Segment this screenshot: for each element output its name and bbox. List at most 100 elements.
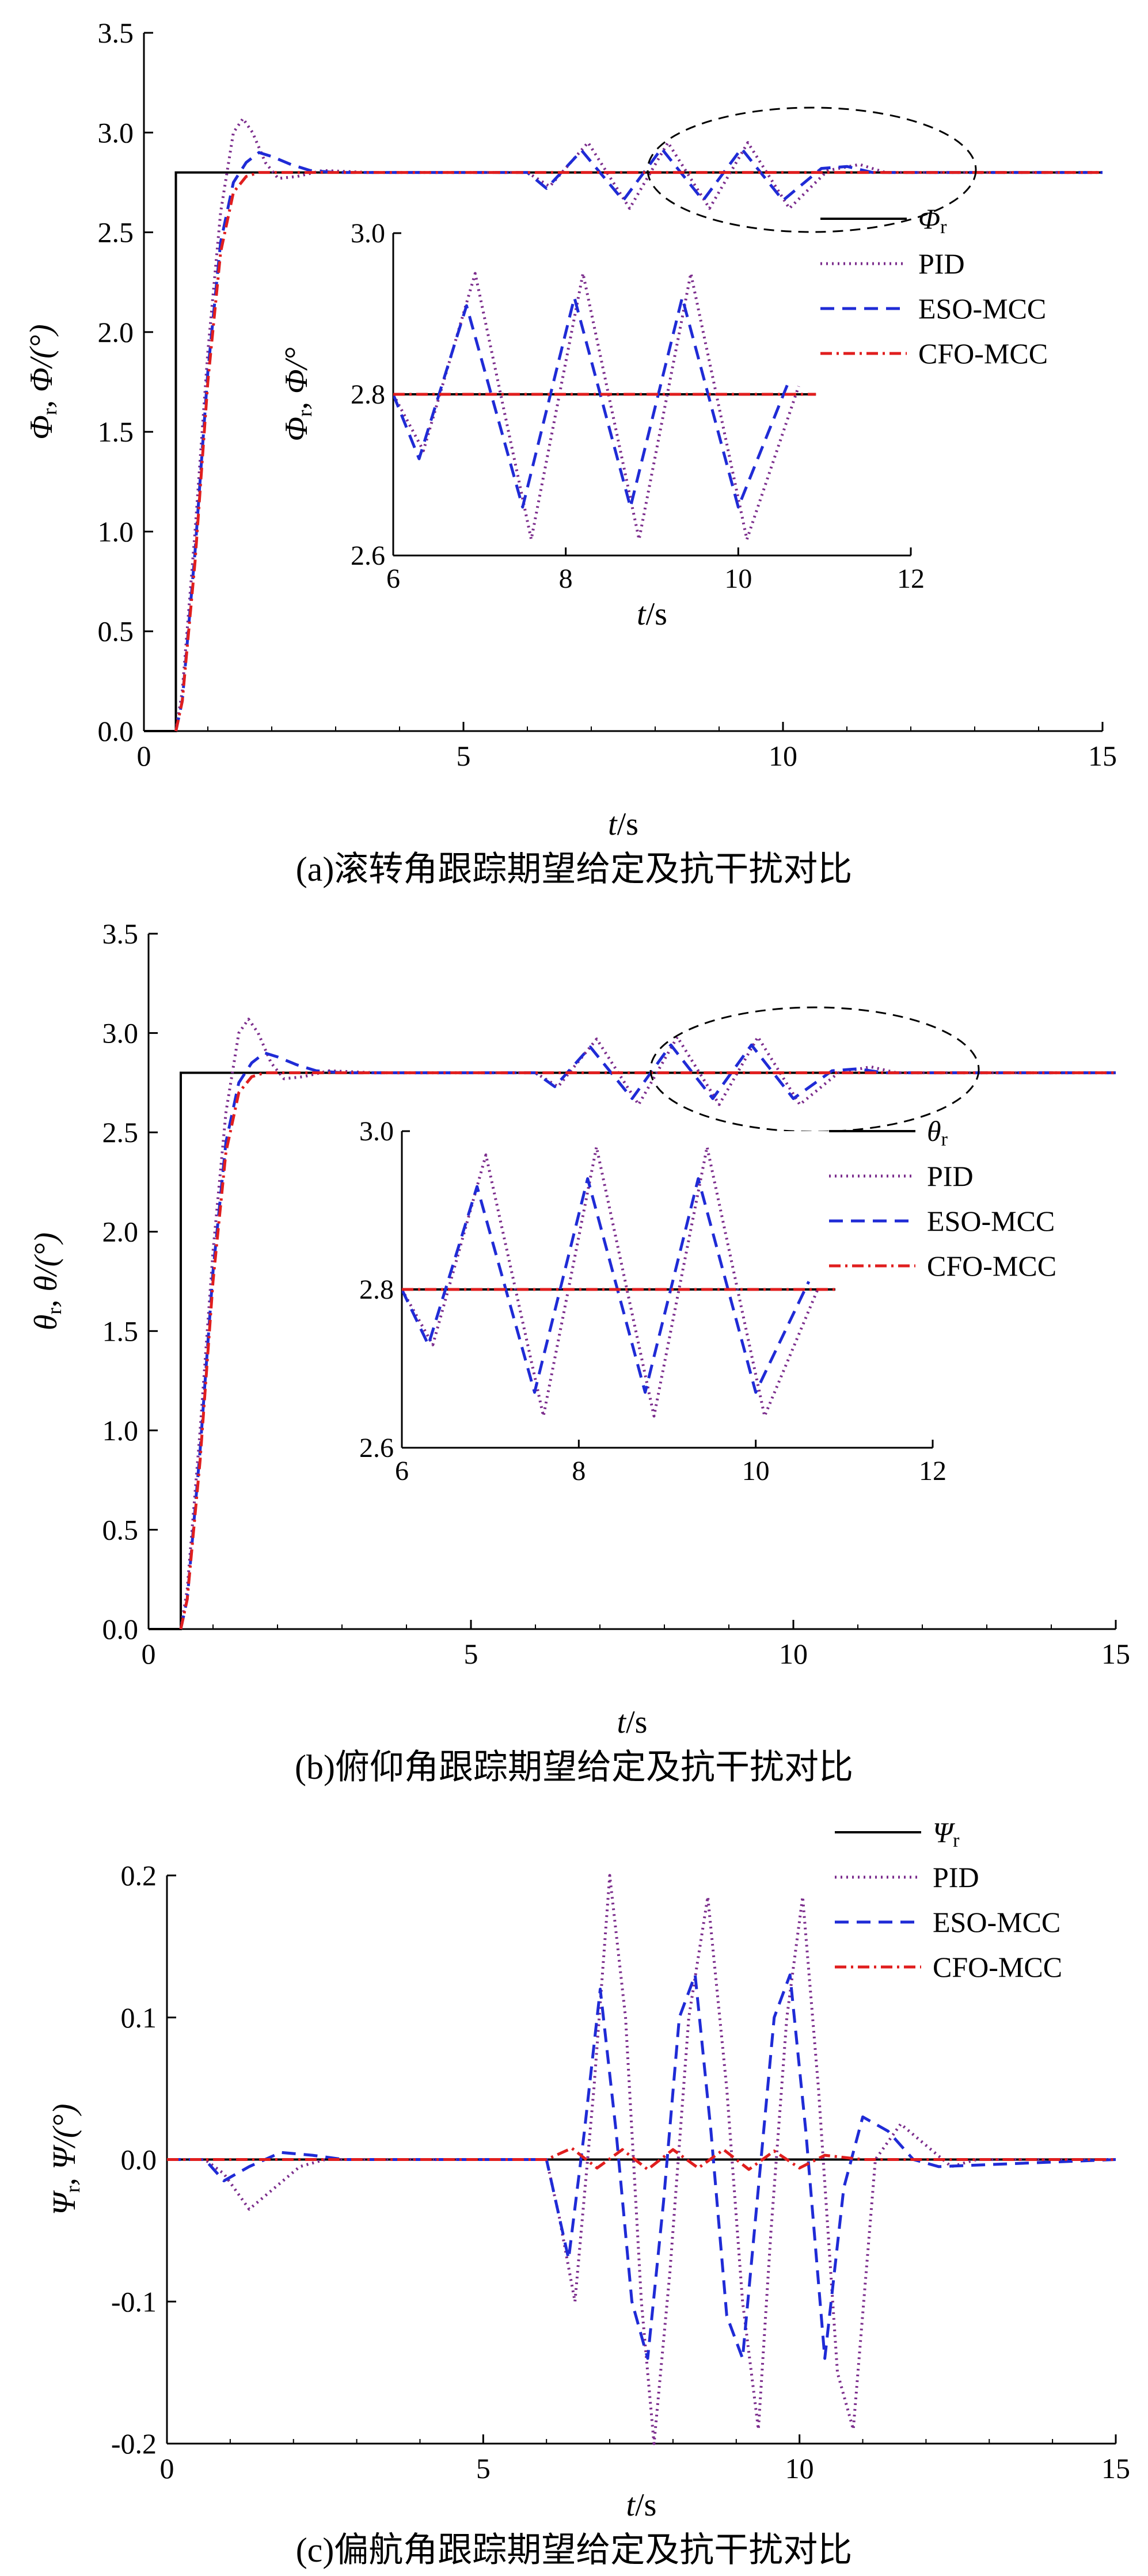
x-axis-label: t/s xyxy=(608,806,638,842)
x-axis-var: t xyxy=(617,1704,627,1740)
inset-series-eso xyxy=(393,296,792,509)
x-axis-unit: /s xyxy=(626,1704,647,1740)
y-tick-label: 3.0 xyxy=(98,116,134,149)
inset-y-tick-label: 2.6 xyxy=(359,1433,394,1463)
legend-label-eso: ESO-MCC xyxy=(918,292,1046,325)
y-tick-label: 0.5 xyxy=(98,615,134,648)
y-tick-label: 1.5 xyxy=(102,1315,139,1347)
x-tick-label: 0 xyxy=(142,1638,156,1670)
legend-label-eso: ESO-MCC xyxy=(933,1906,1060,1938)
legend: Φr PID ESO-MCC CFO-MCC xyxy=(820,203,1048,370)
plot-area xyxy=(144,117,1103,732)
plot-area xyxy=(167,1874,1116,2445)
y-axis-label-rest: , Ψ/(°) xyxy=(47,2104,82,2186)
y-tick-label: 3.5 xyxy=(98,17,134,49)
x-tick-label: 5 xyxy=(464,1638,478,1670)
inset-y-tick-label: 3.0 xyxy=(359,1116,394,1147)
y-axis-label-sub: r xyxy=(38,408,61,415)
x-tick-label: 0 xyxy=(160,2452,174,2484)
x-axis-var: t xyxy=(626,2487,636,2523)
y-tick-label: 0.0 xyxy=(98,715,134,747)
legend-label-pid: PID xyxy=(918,248,965,280)
y-tick-label: 2.0 xyxy=(98,316,134,348)
series-eso xyxy=(179,1043,1116,1630)
legend: θr PID ESO-MCC CFO-MCC xyxy=(829,1115,1056,1282)
legend-label-cfo: CFO-MCC xyxy=(927,1250,1056,1282)
x-axis-var: t xyxy=(608,806,618,842)
legend-label-ref: Ψr xyxy=(933,1816,960,1851)
y-tick-label: 1.0 xyxy=(102,1414,139,1447)
legend-label-pid: PID xyxy=(933,1861,979,1893)
y-tick-label: 2.0 xyxy=(102,1216,139,1248)
inset-y-axis-label-sub: r xyxy=(293,410,316,417)
series-cfo xyxy=(167,2147,1116,2171)
series-reference xyxy=(144,171,1103,732)
y-tick-label: 1.5 xyxy=(98,416,134,448)
legend-label-cfo: CFO-MCC xyxy=(918,337,1048,370)
zoom-ellipse xyxy=(649,1006,980,1133)
inset-y-axis-label-var: Φ xyxy=(279,417,314,442)
inset-x-axis-unit: /s xyxy=(646,596,667,632)
inset-x-tick-label: 12 xyxy=(897,564,925,594)
series-reference xyxy=(149,1071,1116,1630)
inset-x-tick-label: 6 xyxy=(386,564,400,594)
y-axis-label: Ψr, Ψ/(°) xyxy=(47,2104,84,2216)
x-axis-unit: /s xyxy=(635,2487,656,2523)
legend-label-pid: PID xyxy=(927,1160,974,1192)
y-tick-label: 3.5 xyxy=(102,918,139,950)
y-axis-label: Φr, Φ/(°) xyxy=(24,324,61,440)
legend: Ψr PID ESO-MCC CFO-MCC xyxy=(835,1816,1062,1983)
x-axis-label: t/s xyxy=(617,1704,648,1740)
inset-y-axis-label-rest: , Φ/° xyxy=(279,347,314,410)
x-tick-label: 10 xyxy=(785,2452,814,2484)
y-tick-label: 1.0 xyxy=(98,515,134,547)
chart-b: 0 5 10 15 0.0 0.5 1.0 1.5 2.0 2.5 3.0 3.5 t/s θr, θ/(… xyxy=(28,918,1130,1786)
inset-x-tick-label: 8 xyxy=(559,564,573,594)
inset-x-axis-label: t/s xyxy=(637,596,667,632)
x-tick-label: 10 xyxy=(779,1638,808,1670)
series-pid xyxy=(167,1874,1116,2445)
inset-plot-area xyxy=(393,272,816,541)
legend-label-cfo: CFO-MCC xyxy=(933,1951,1062,1983)
legend-label-eso: ESO-MCC xyxy=(927,1205,1055,1237)
y-axis-label-var: θ xyxy=(28,1315,64,1331)
y-tick-label: -0.2 xyxy=(111,2427,157,2460)
x-tick-label: 0 xyxy=(137,740,151,772)
inset-x-axis-var: t xyxy=(637,596,647,632)
y-axis-label: θr, θ/(°) xyxy=(28,1232,66,1330)
figure-caption: (c)偏航角跟踪期望给定及抗干扰对比 xyxy=(296,2531,853,2569)
y-tick-label: 0.1 xyxy=(121,2002,157,2034)
y-tick-label: 2.5 xyxy=(98,216,134,249)
y-tick-label: 0.5 xyxy=(102,1513,139,1546)
y-axis-label-var: Φ xyxy=(24,415,59,440)
zoom-ellipse xyxy=(647,106,977,233)
y-axis-label-rest: , Φ/(°) xyxy=(24,324,59,408)
x-axis-unit: /s xyxy=(617,806,638,842)
inset-y-tick-label: 2.8 xyxy=(351,379,385,410)
chart-c: 0 5 10 15-0.2-0.10.00.10.2t/sΨr, Ψ/(°)ΨrPID… xyxy=(47,1816,1130,2569)
x-tick-label: 15 xyxy=(1088,740,1117,772)
legend-label-ref: θr xyxy=(927,1115,948,1150)
y-tick-label: 0.2 xyxy=(121,1859,157,1892)
series-eso xyxy=(167,1973,1116,2360)
inset-x-tick-label: 10 xyxy=(724,564,752,594)
series-cfo xyxy=(179,1071,1116,1630)
x-tick-label: 15 xyxy=(1101,1638,1130,1670)
y-tick-label: 0.0 xyxy=(102,1613,139,1645)
inset-series-eso xyxy=(402,1177,811,1394)
figure-caption: (a)滚转角跟踪期望给定及抗干扰对比 xyxy=(296,850,853,888)
x-axis-label: t/s xyxy=(626,2487,657,2523)
inset-chart: 6 8 10 12 2.6 2.8 3.0 xyxy=(359,1116,946,1486)
inset-x-tick-label: 6 xyxy=(395,1456,409,1486)
inset-chart: 6 8 10 12 2.6 2.8 3.0 t/s Φr, Φ/° xyxy=(279,218,925,632)
inset-series-pid xyxy=(393,272,800,541)
y-axis-label-var: Ψ xyxy=(47,2190,82,2216)
inset-y-tick-label: 3.0 xyxy=(351,218,385,249)
y-tick-label: -0.1 xyxy=(111,2285,157,2318)
inset-y-tick-label: 2.8 xyxy=(359,1274,394,1305)
inset-plot-area xyxy=(402,1146,835,1418)
chart-a: 0 5 10 150.00.51.01.52.02.53.03.5t/sΦr, Φ/(… xyxy=(24,17,1117,888)
y-tick-label: 2.5 xyxy=(102,1116,139,1148)
inset-y-axis-label: Φr, Φ/° xyxy=(279,347,316,441)
